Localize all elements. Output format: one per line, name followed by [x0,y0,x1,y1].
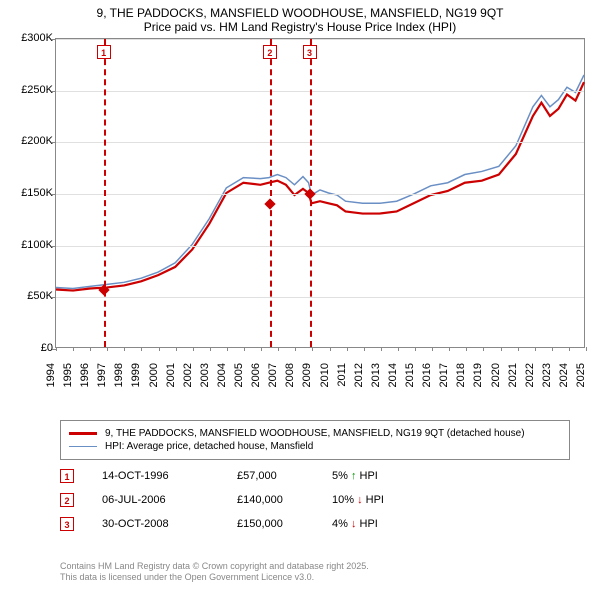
chart-area: £0£50K£100K£150K£200K£250K£300K 123 1994… [15,38,585,390]
tx-delta: 5% ↑ HPI [332,470,432,482]
transaction-row: 3 30-OCT-2008£150,0004% ↓ HPI [60,512,570,536]
arrow-icon: ↓ [351,518,357,530]
tx-delta: 10% ↓ HPI [332,494,432,506]
footer: Contains HM Land Registry data © Crown c… [60,561,369,584]
series-hpi [56,75,584,289]
marker-line [270,39,272,347]
arrow-icon: ↓ [357,494,363,506]
title-line-2: Price paid vs. HM Land Registry's House … [10,20,590,34]
chart-title: 9, THE PADDOCKS, MANSFIELD WOODHOUSE, MA… [0,0,600,36]
title-line-1: 9, THE PADDOCKS, MANSFIELD WOODHOUSE, MA… [10,6,590,20]
tx-marker: 3 [60,517,74,531]
y-axis-label: £50K [15,290,53,302]
y-axis-label: £100K [15,239,53,251]
tx-date: 30-OCT-2008 [102,518,237,530]
tx-marker: 1 [60,469,74,483]
tx-delta: 4% ↓ HPI [332,518,432,530]
tx-price: £140,000 [237,494,332,506]
plot-box: 1 2 3 [55,38,585,348]
tx-price: £57,000 [237,470,332,482]
legend-swatch [69,446,97,448]
arrow-icon: ↑ [351,470,357,482]
legend-item: HPI: Average price, detached house, Mans… [69,441,561,452]
transaction-row: 2 06-JUL-2006£140,00010% ↓ HPI [60,488,570,512]
chart-lines [56,39,584,347]
y-axis-label: £300K [15,32,53,44]
footer-line-1: Contains HM Land Registry data © Crown c… [60,561,369,573]
marker-label: 1 [97,45,111,59]
y-axis-label: £150K [15,187,53,199]
marker-label: 3 [303,45,317,59]
tx-price: £150,000 [237,518,332,530]
tx-date: 14-OCT-1996 [102,470,237,482]
y-axis-label: £250K [15,84,53,96]
legend-label: HPI: Average price, detached house, Mans… [105,441,313,452]
transaction-row: 1 14-OCT-1996£57,0005% ↑ HPI [60,464,570,488]
tx-date: 06-JUL-2006 [102,494,237,506]
y-axis-label: £0 [15,342,53,354]
footer-line-2: This data is licensed under the Open Gov… [60,572,369,584]
legend-label: 9, THE PADDOCKS, MANSFIELD WOODHOUSE, MA… [105,428,525,439]
tx-marker: 2 [60,493,74,507]
legend-swatch [69,432,97,434]
legend-item: 9, THE PADDOCKS, MANSFIELD WOODHOUSE, MA… [69,428,561,439]
y-axis-label: £200K [15,135,53,147]
x-axis-label: 2025 [575,363,595,397]
marker-line [104,39,106,347]
transactions-table: 1 14-OCT-1996£57,0005% ↑ HPI 2 06-JUL-2006£… [60,464,570,536]
legend: 9, THE PADDOCKS, MANSFIELD WOODHOUSE, MA… [60,420,570,460]
marker-label: 2 [263,45,277,59]
series-price_paid [56,82,584,290]
